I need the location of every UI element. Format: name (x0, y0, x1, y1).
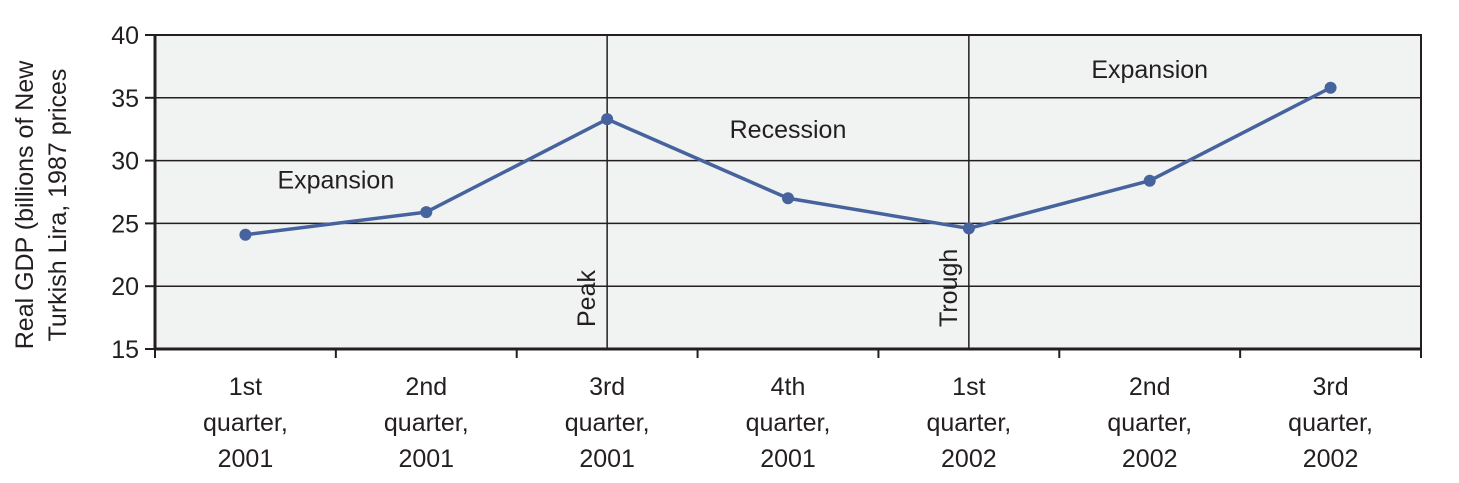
marker-label-trough: Trough (935, 249, 963, 327)
x-tick-label: 3rd quarter, 2001 (565, 373, 650, 473)
data-point (782, 192, 794, 205)
y-axis-label: Real GDP (billions of New Turkish Lira, 1… (11, 60, 72, 349)
series-real-gdp (239, 81, 1337, 241)
annotation: Expansion (277, 166, 394, 194)
x-tick-label: 2nd quarter, 2002 (1107, 373, 1192, 473)
x-tick-label: 1st quarter, 2001 (203, 373, 288, 473)
x-tick-label: 2nd quarter, 2001 (384, 373, 469, 473)
y-axis-label-line: Real GDP (billions of New (11, 60, 39, 349)
plot-area (155, 35, 1421, 349)
annotation: Recession (730, 116, 847, 144)
cycle-markers: Peak Trough (573, 35, 970, 349)
x-tick-label: 3rd quarter, 2002 (1288, 373, 1373, 473)
data-point (239, 228, 252, 241)
x-tick-label: 1st quarter, 2002 (926, 373, 1011, 473)
y-tick-label: 15 (111, 336, 139, 364)
y-axis-label-line: Turkish Lira, 1987 prices (44, 69, 72, 342)
data-point (1324, 81, 1337, 94)
y-tick-label: 30 (111, 148, 139, 176)
marker-label-peak: Peak (573, 270, 601, 327)
y-tick-label: 25 (111, 210, 139, 238)
y-axis: 15 20 25 30 35 40 (111, 22, 157, 364)
gridlines (155, 97, 1421, 287)
data-point (1143, 174, 1156, 187)
data-point (962, 222, 975, 235)
phase-annotations: Expansion Recession Expansion (277, 56, 1208, 195)
annotation: Expansion (1091, 56, 1208, 84)
x-axis: 1st quarter, 2001 2nd quarter, 2001 3rd quarter… (154, 347, 1422, 473)
data-point (420, 206, 433, 219)
data-point (601, 113, 614, 126)
y-tick-label: 20 (111, 273, 139, 301)
x-tick-label: 4th quarter, 2001 (746, 373, 831, 473)
y-tick-label: 40 (111, 22, 139, 50)
y-tick-label: 35 (111, 85, 139, 113)
